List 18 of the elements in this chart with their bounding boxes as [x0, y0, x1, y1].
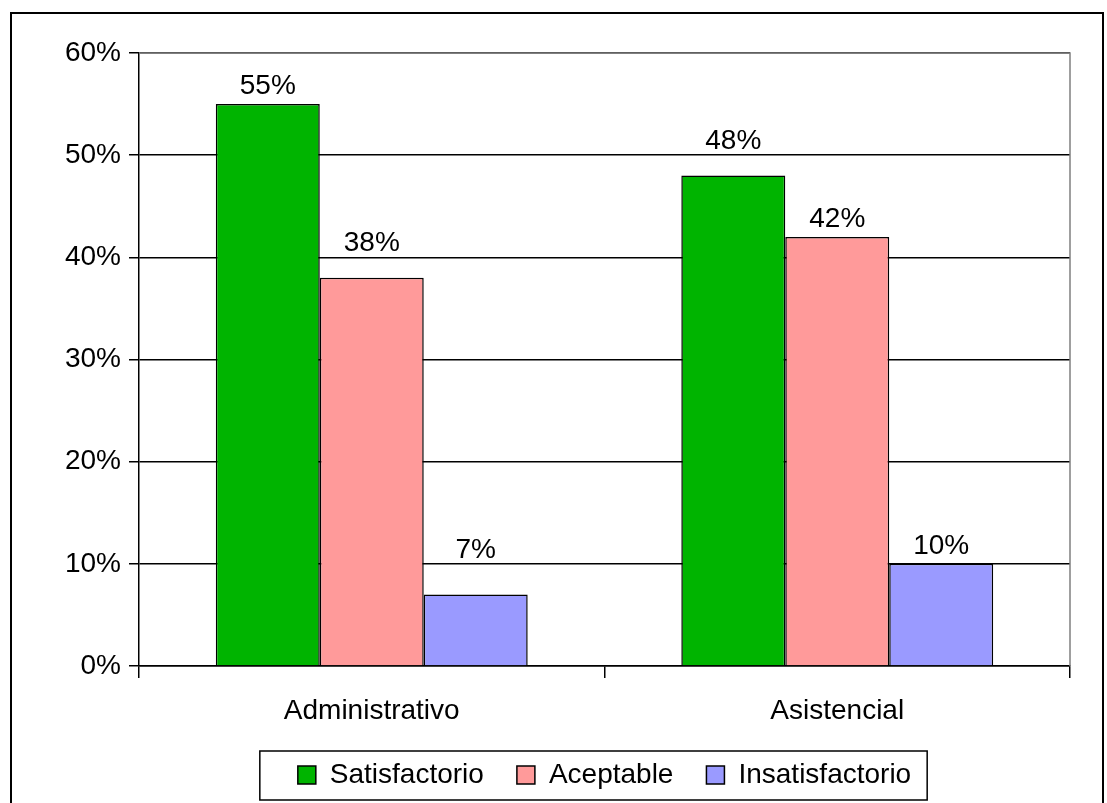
y-tick-label: 0%: [80, 648, 121, 680]
data-label: 42%: [809, 201, 866, 233]
data-label: 38%: [343, 226, 400, 258]
y-tick-label: 10%: [64, 546, 121, 578]
data-label: 48%: [705, 124, 762, 156]
y-tick-label: 50%: [64, 137, 121, 169]
y-tick-label: 60%: [64, 35, 121, 67]
legend-label: Insatisfactorio: [738, 757, 912, 789]
x-tick-label: Administrativo: [283, 693, 460, 725]
data-label: 55%: [239, 69, 296, 101]
y-tick-label: 20%: [64, 444, 121, 476]
data-label: 7%: [455, 532, 496, 564]
y-tick-label: 30%: [64, 342, 121, 374]
x-tick-label: Asistencial: [770, 693, 905, 725]
legend-label: Satisfactorio: [329, 757, 484, 789]
y-tick-label: 40%: [64, 240, 121, 272]
data-label: 10%: [913, 528, 970, 560]
legend-label: Aceptable: [548, 757, 674, 789]
